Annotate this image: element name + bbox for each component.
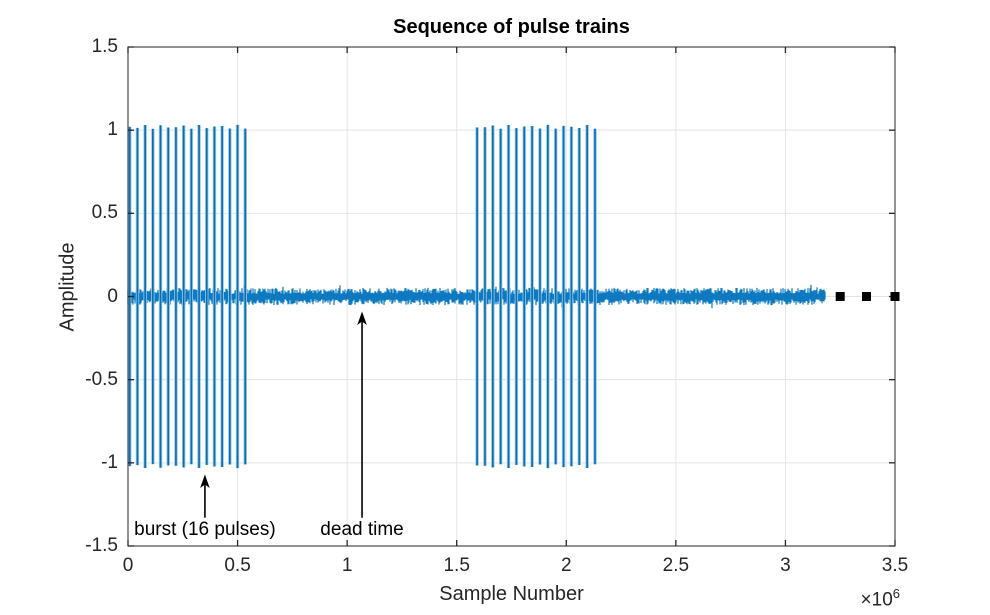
multiplier-base: ×10 bbox=[860, 589, 893, 611]
continuation-square-marker bbox=[862, 292, 872, 301]
x-tick-label: 0 bbox=[122, 555, 134, 576]
y-tick-label: 1.5 bbox=[91, 36, 118, 57]
y-tick-label: 0.5 bbox=[91, 202, 118, 224]
continuation-square-marker bbox=[835, 292, 845, 301]
annotation-arrow-head bbox=[357, 311, 367, 325]
x-tick-label: 3 bbox=[780, 555, 791, 576]
annotation-arrow-head bbox=[200, 474, 210, 488]
y-tick-label: 0 bbox=[107, 285, 118, 307]
x-tick-label: 2 bbox=[560, 555, 572, 576]
x-tick-label: 1.5 bbox=[443, 555, 470, 576]
multiplier-exponent: 6 bbox=[892, 586, 900, 601]
y-tick-label: -0.5 bbox=[85, 368, 118, 390]
y-tick-label: -1.5 bbox=[85, 535, 118, 556]
x-axis-multiplier: ×106 bbox=[861, 586, 900, 611]
y-tick-label: 1 bbox=[107, 119, 118, 141]
x-tick-label: 1 bbox=[341, 555, 353, 576]
chart-title: Sequence of pulse trains bbox=[393, 16, 630, 38]
x-tick-label: 2.5 bbox=[662, 555, 690, 576]
y-tick-label: -1 bbox=[101, 451, 118, 473]
x-tick-label: 3.5 bbox=[881, 555, 909, 576]
annotation-burst: burst (16 pulses) bbox=[134, 518, 276, 540]
x-tick-label: 0.5 bbox=[224, 555, 251, 576]
x-axis-label: Sample Number bbox=[439, 583, 584, 605]
continuation-square-marker bbox=[890, 292, 900, 301]
annotation-dead-time: dead time bbox=[320, 518, 404, 540]
